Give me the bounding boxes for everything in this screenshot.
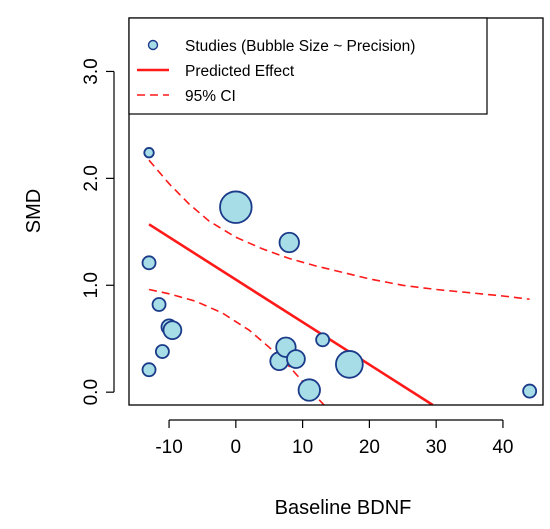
ci-lower-line xyxy=(148,288,326,405)
y-tick-label-1: 1.0 xyxy=(81,272,102,298)
study-bubble-15 xyxy=(335,350,364,379)
study-bubble-14 xyxy=(315,332,331,348)
ci-layer xyxy=(148,159,530,405)
study-bubble-12 xyxy=(286,349,306,369)
fit-layer xyxy=(148,223,434,405)
x-axis-title: Baseline BDNF xyxy=(275,497,412,519)
y-axis-title: SMD xyxy=(23,189,45,233)
predicted-effect-line xyxy=(148,223,434,405)
x-axis: -10 0 10 20 30 40 xyxy=(155,419,514,458)
x-tick-label-0: -10 xyxy=(155,437,182,458)
legend-predicted-label: Predicted Effect xyxy=(185,63,295,80)
study-bubble-16 xyxy=(522,383,538,399)
study-bubble-11 xyxy=(278,231,300,254)
study-bubble-13 xyxy=(297,378,321,402)
ci-upper-line xyxy=(148,159,530,300)
y-tick-label-2: 2.0 xyxy=(81,165,102,191)
y-tick-label-0: 0.0 xyxy=(81,379,102,405)
x-tick-label-4: 30 xyxy=(426,437,447,458)
x-tick-label-3: 20 xyxy=(359,437,380,458)
legend-box xyxy=(128,17,488,115)
y-axis: 0.0 1.0 2.0 3.0 xyxy=(81,58,115,405)
study-bubble-2 xyxy=(141,255,157,271)
study-bubble-5 xyxy=(154,344,170,359)
x-tick-label-1: 0 xyxy=(231,437,242,458)
study-bubble-7 xyxy=(162,320,183,341)
y-tick-label-3: 3.0 xyxy=(81,58,102,84)
study-bubble-1 xyxy=(143,147,155,159)
legend: Studies (Bubble Size ~ Precision) Predic… xyxy=(128,17,488,115)
x-tick-label-5: 40 xyxy=(492,437,513,458)
study-bubble-3 xyxy=(141,362,157,378)
study-bubble-4 xyxy=(151,297,167,312)
legend-studies-label: Studies (Bubble Size ~ Precision) xyxy=(185,38,415,55)
legend-ci-label: 95% CI xyxy=(185,88,236,105)
x-tick-label-2: 10 xyxy=(292,437,313,458)
legend-bubble-icon xyxy=(147,39,159,51)
study-bubble-8 xyxy=(219,190,253,224)
points-layer xyxy=(141,147,538,402)
